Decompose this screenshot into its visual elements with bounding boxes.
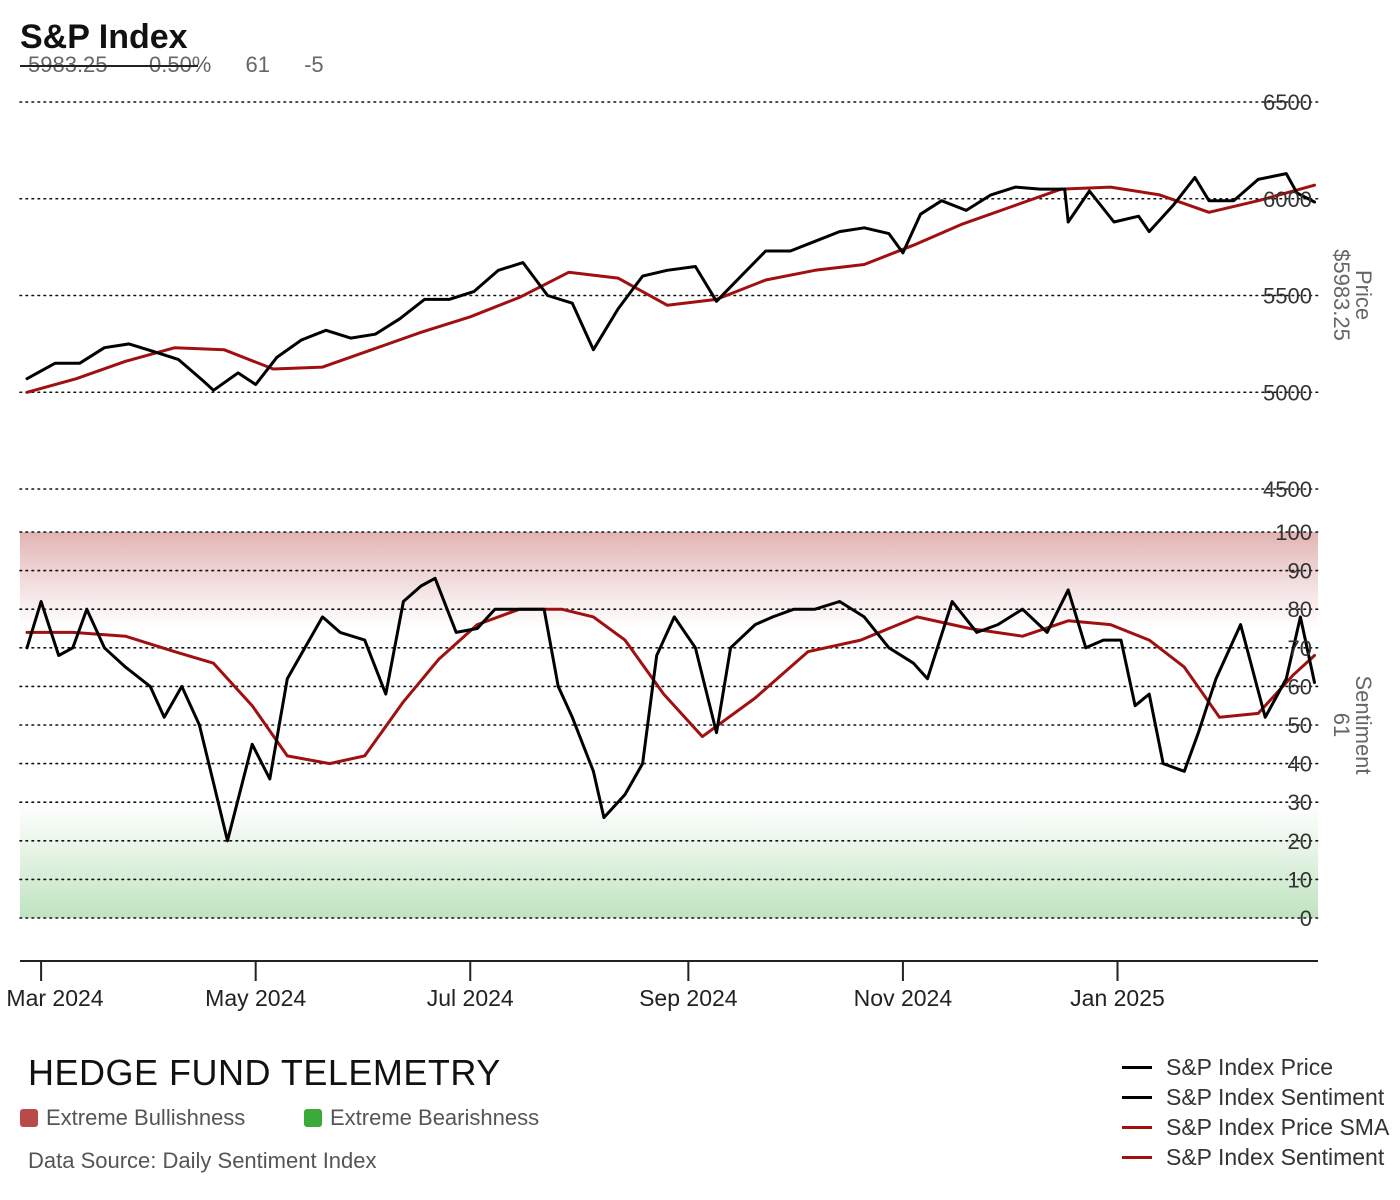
sentiment-tick-label: 0	[1300, 906, 1312, 931]
x-tick-label: Mar 2024	[6, 985, 103, 1011]
sentiment-tick-label: 70	[1288, 636, 1312, 661]
bearish-band	[20, 802, 1318, 918]
legend-line	[1122, 1155, 1152, 1159]
chart-canvas: 4500 5000 5500 6000 6500 0 10 20 30 40 50 60 70 80 90 1…	[6, 90, 1376, 1011]
chart-title: S&P Index	[20, 18, 188, 56]
sentiment-tick-label: 20	[1288, 829, 1312, 854]
legend-line	[1122, 1095, 1152, 1099]
legend-item[interactable]: S&P Index Sentiment	[1122, 1082, 1389, 1112]
price-tick-label: 6500	[1263, 90, 1312, 115]
header-stats: 5983.25 -0.50% 61 -5	[28, 52, 352, 78]
sentiment-tick-label: 40	[1288, 752, 1312, 777]
x-tick-label: Jul 2024	[427, 985, 514, 1011]
sentiment-tick-label: 60	[1288, 674, 1312, 699]
price-tick-label: 4500	[1263, 477, 1312, 502]
price-axis-title: Price	[1351, 270, 1376, 320]
sentiment-axis-value: 61	[1329, 713, 1354, 737]
sentiment-tick-label: 10	[1288, 867, 1312, 892]
price-tick-label: 6000	[1263, 187, 1312, 212]
price-sma-line	[25, 183, 1316, 394]
sentiment-tick-label: 50	[1288, 713, 1312, 738]
legend-item[interactable]: S&P Index Sentiment	[1122, 1142, 1389, 1172]
sentiment-axis-title: Sentiment	[1351, 675, 1376, 774]
price-value: 5983.25	[28, 52, 108, 77]
sentiment-tick-label: 90	[1288, 559, 1312, 584]
legend-label: S&P Index Sentiment	[1166, 1083, 1385, 1110]
legend-item[interactable]: S&P Index Price	[1122, 1052, 1389, 1082]
legend-line	[1122, 1125, 1152, 1129]
bull-swatch	[20, 1109, 38, 1127]
brand-name: HEDGE FUND TELEMETRY	[28, 1052, 501, 1093]
x-tick-label: Nov 2024	[854, 985, 953, 1011]
x-tick-label: Jan 2025	[1070, 985, 1165, 1011]
legend-label: S&P Index Price	[1166, 1053, 1334, 1080]
legend-line	[1122, 1065, 1152, 1069]
price-axis-value: $5983.25	[1329, 249, 1354, 341]
change-percent: -0.50%	[141, 52, 212, 77]
sentiment-tick-label: 30	[1288, 790, 1312, 815]
bull-label: Extreme Bullishness	[46, 1105, 246, 1130]
bullish-band	[20, 532, 1318, 629]
legend-item[interactable]: S&P Index Price SMA	[1122, 1112, 1389, 1142]
legend-label: S&P Index Price SMA	[1166, 1113, 1390, 1140]
data-source: Data Source: Daily Sentiment Index	[28, 1148, 377, 1173]
bear-label: Extreme Bearishness	[330, 1105, 540, 1130]
bull-key: Extreme Bullishness	[20, 1105, 245, 1131]
sentiment-tick-label: 100	[1275, 520, 1312, 545]
bear-swatch	[304, 1109, 322, 1127]
x-tick-label: May 2024	[205, 985, 306, 1011]
price-tick-label: 5000	[1263, 380, 1312, 405]
price-line	[25, 172, 1316, 392]
sentiment-value: 61	[245, 52, 270, 77]
sentiment-sma-line	[25, 607, 1316, 766]
price-tick-label: 5500	[1263, 284, 1312, 309]
sentiment-change: -5	[304, 52, 324, 77]
legend-label: S&P Index Sentiment	[1166, 1143, 1385, 1170]
bear-key: Extreme Bearishness	[304, 1105, 539, 1131]
sentiment-tick-label: 80	[1288, 597, 1312, 622]
legend: S&P Index Price S&P Index Sentiment S&P …	[1122, 1052, 1389, 1172]
sentiment-line	[25, 576, 1316, 843]
title-underline	[20, 65, 198, 67]
x-tick-label: Sep 2024	[639, 985, 738, 1011]
